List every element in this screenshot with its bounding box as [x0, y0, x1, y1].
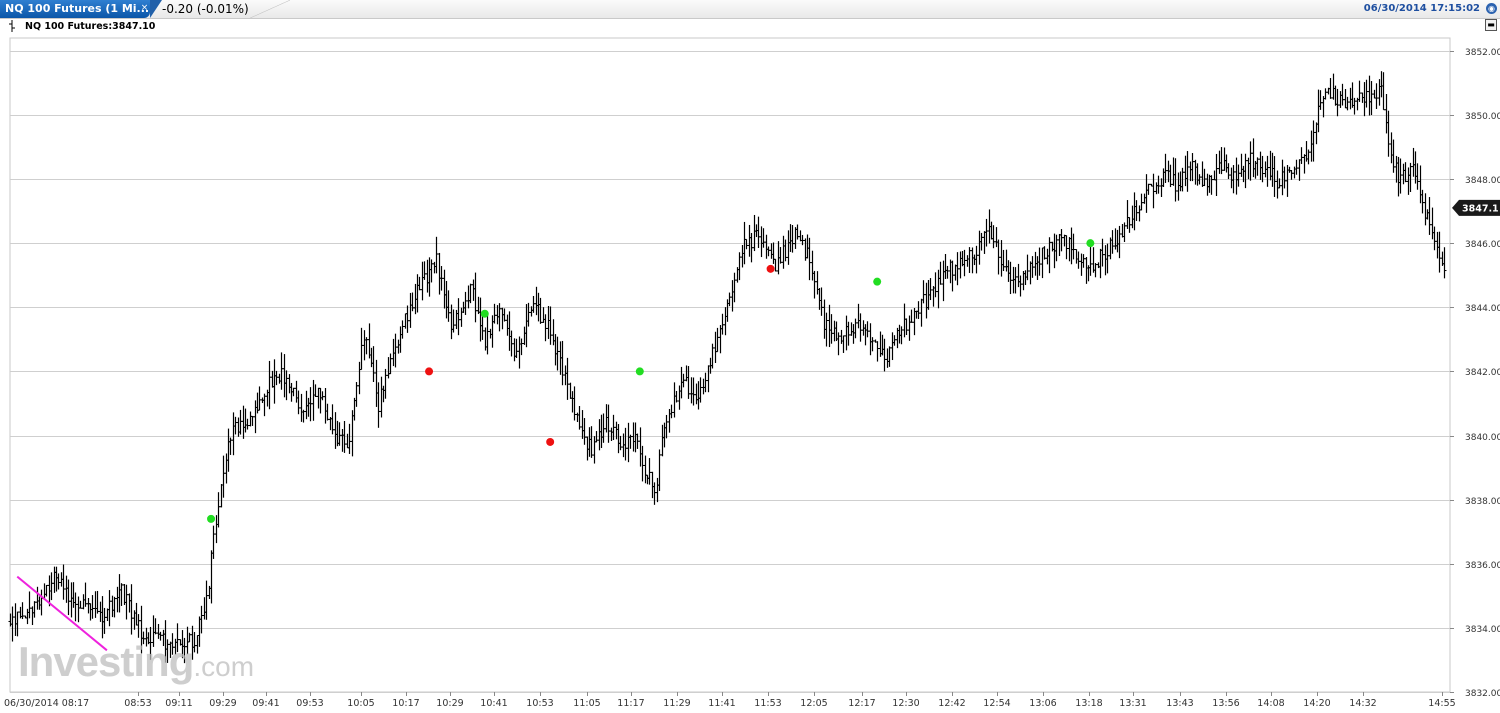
y-tick-label: 3838.00 [1465, 497, 1500, 507]
y-tick-label: 3836.00 [1465, 561, 1500, 571]
globe-icon[interactable]: ◉ [1486, 3, 1497, 14]
x-tick-label: 14:20 [1303, 698, 1330, 709]
y-tick-label: 3852.00 [1465, 48, 1500, 58]
investing-logo: Investing.com [18, 638, 255, 685]
x-tick-label: 13:18 [1075, 698, 1102, 709]
y-tick-label: 3834.00 [1465, 625, 1500, 635]
minimize-icon[interactable]: ▬ [1485, 19, 1497, 31]
x-tick-label: 14:32 [1349, 698, 1376, 709]
x-tick-label: 10:29 [436, 698, 463, 709]
divider [250, 0, 290, 18]
x-tick-label: 09:11 [165, 698, 192, 709]
buy-signal-dot [480, 309, 489, 318]
price-change: -0.20 (-0.01%) [162, 2, 249, 16]
y-tick-label: 3844.00 [1465, 304, 1500, 314]
chart-header-bar: NQ 100 Futures (1 Mi... × -0.20 (-0.01%)… [0, 0, 1500, 19]
x-tick-label: 13:43 [1166, 698, 1193, 709]
x-tick-label: 10:17 [392, 698, 419, 709]
sell-signal-dot [546, 437, 555, 446]
chart-axes: 3852.00 3850.00 3848.00 3846.00 3844.00 3842.… [4, 48, 1500, 709]
trend-line [16, 575, 108, 652]
ohlc-bars [8, 71, 1447, 664]
y-tick-label: 3832.00 [1465, 689, 1500, 699]
close-tab-icon[interactable]: × [140, 3, 149, 13]
plot-area [9, 37, 1451, 693]
x-tick-label: 11:41 [708, 698, 735, 709]
x-tick-label: 14:08 [1257, 698, 1284, 709]
x-tick-label: 12:17 [848, 698, 875, 709]
y-tick-label: 3840.00 [1465, 433, 1500, 443]
x-tick-label: 13:56 [1212, 698, 1239, 709]
x-tick-label: 13:31 [1119, 698, 1146, 709]
buy-signal-dot [635, 367, 644, 376]
sell-signal-dot [425, 367, 434, 376]
legend-label: NQ 100 Futures:3847.10 [25, 21, 156, 32]
x-tick-label: 11:53 [754, 698, 781, 709]
sell-signal-dot [766, 264, 775, 273]
buy-signal-dot [207, 514, 216, 523]
x-tick-label: 12:05 [800, 698, 827, 709]
last-price-flag [1452, 199, 1500, 216]
x-tick-label: 10:53 [526, 698, 553, 709]
timestamp: 06/30/2014 17:15:02 [1363, 3, 1480, 14]
y-tick-label: 3850.00 [1465, 112, 1500, 122]
buy-signal-dot [873, 277, 882, 286]
buy-signal-dot [1086, 239, 1095, 248]
chart-tab-title: NQ 100 Futures (1 Mi... [5, 2, 150, 15]
x-tick-label: 12:30 [892, 698, 919, 709]
x-tick-label: 09:41 [252, 698, 279, 709]
x-tick-label: 10:05 [347, 698, 374, 709]
x-tick-label: 11:17 [617, 698, 644, 709]
ohlc-type-icon[interactable] [8, 20, 16, 32]
y-tick-label: 3842.00 [1465, 368, 1500, 378]
x-tick-label: 08:53 [124, 698, 151, 709]
tab-edge-decoration [150, 0, 162, 18]
x-tick-label: 13:06 [1029, 698, 1056, 709]
chart-annotations: 3847.1 [16, 199, 1500, 652]
x-tick-label: 12:42 [938, 698, 965, 709]
x-tick-label: 09:29 [209, 698, 236, 709]
x-tick-label: 11:29 [663, 698, 690, 709]
chart-grid [9, 37, 1451, 693]
y-tick-label: 3846.00 [1465, 240, 1500, 250]
x-tick-label: 12:54 [983, 698, 1010, 709]
last-price-label: 3847.1 [1462, 203, 1499, 214]
x-tick-label: 14:55 [1428, 698, 1455, 709]
chart-tab[interactable]: NQ 100 Futures (1 Mi... [0, 0, 150, 18]
x-tick-label: 06/30/2014 08:17 [4, 698, 89, 709]
y-tick-label: 3848.00 [1465, 176, 1500, 186]
x-tick-label: 09:53 [296, 698, 323, 709]
x-tick-label: 11:05 [573, 698, 600, 709]
x-tick-label: 10:41 [480, 698, 507, 709]
